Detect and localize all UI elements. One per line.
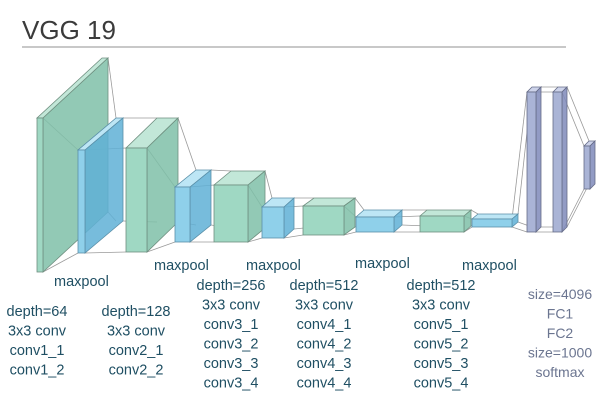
fc-label: size=4096 (528, 286, 592, 302)
connector-line (42, 252, 79, 273)
kernel-label: 3x3 conv (107, 324, 166, 340)
block-side-face (535, 86, 542, 233)
layer-name-label: conv2_1 (109, 343, 164, 359)
layer-name-label: conv4_4 (297, 376, 352, 392)
maxpool-label: maxpool (54, 274, 109, 290)
connector-lines (42, 57, 590, 273)
layer-name-label: conv3_4 (204, 376, 259, 392)
connector-line (247, 237, 263, 243)
layer-blocks (35, 57, 596, 273)
block-front-face (583, 145, 591, 190)
connector-line (566, 86, 590, 142)
layer-name-label: conv1_2 (10, 363, 65, 379)
connector-line (354, 197, 365, 211)
layer-name-label: conv4_3 (297, 356, 352, 372)
connector-line (511, 91, 528, 220)
layer-name-label: conv5_1 (414, 317, 469, 333)
kernel-label: 3x3 conv (412, 298, 471, 314)
layer-name-label: conv5_4 (414, 376, 469, 392)
block-front-face (261, 206, 285, 239)
fc-block-2 (552, 86, 568, 233)
conv-block-4 (301, 197, 357, 236)
maxpool-block-1 (76, 117, 125, 254)
maxpool-block-3 (260, 197, 296, 239)
maxpool-label: maxpool (246, 258, 301, 274)
kernel-label: 3x3 conv (295, 298, 354, 314)
connector-line (283, 234, 304, 239)
kernel-label: 3x3 conv (202, 298, 261, 314)
block-front-face (213, 184, 249, 243)
block-side-face (561, 86, 568, 233)
conv-block-5 (418, 209, 473, 233)
connector-line (264, 170, 273, 199)
block-front-face (419, 215, 465, 233)
maxpool-label: maxpool (154, 258, 209, 274)
block-side-face (589, 140, 596, 190)
connector-line (107, 57, 117, 119)
maxpool-block-5 (470, 213, 520, 228)
block-front-face (36, 117, 44, 273)
layer-name-label: conv2_2 (109, 363, 164, 379)
layer-name-label: conv1_1 (10, 343, 65, 359)
layer-name-label: conv3_2 (204, 337, 259, 353)
block-front-face (302, 205, 345, 236)
connector-line (177, 117, 197, 171)
kernel-label: 3x3 conv (8, 324, 67, 340)
conv-block-3 (212, 170, 267, 243)
block-top-face (470, 213, 520, 220)
maxpool-block-2 (173, 169, 213, 243)
depth-label: depth=128 (102, 304, 171, 320)
connector-line (343, 231, 357, 236)
maxpool-label: maxpool (462, 258, 517, 274)
connector-line (511, 226, 528, 233)
maxpool-block-4 (354, 209, 404, 233)
maxpool-label: maxpool (355, 256, 410, 272)
connector-line (146, 241, 176, 253)
depth-label: depth=512 (407, 278, 476, 294)
layer-name-label: conv5_3 (414, 356, 469, 372)
fc-label: softmax (535, 364, 584, 380)
connector-line (84, 251, 127, 254)
block-front-face (125, 147, 148, 253)
layer-name-label: conv4_1 (297, 317, 352, 333)
block-front-face (77, 149, 86, 254)
fc-label: size=1000 (528, 345, 592, 361)
connector-line (470, 209, 479, 215)
fc-block-3 (583, 140, 596, 190)
block-front-face (471, 218, 513, 228)
block-front-face (174, 186, 191, 243)
connector-line (566, 183, 590, 228)
layer-name-label: conv5_2 (414, 337, 469, 353)
depth-label: depth=64 (7, 304, 68, 320)
fc-label: FC2 (547, 325, 574, 341)
connector-line (210, 169, 232, 172)
block-front-face (526, 91, 537, 233)
conv-block-2 (125, 117, 179, 253)
layer-name-label: conv3_1 (204, 317, 259, 333)
block-top-face (418, 209, 473, 217)
block-front-face (552, 91, 563, 233)
layer-labels: maxpool maxpool maxpool maxpool maxpool depth… (7, 256, 593, 392)
layer-name-label: conv4_2 (297, 337, 352, 353)
fc-label: FC1 (547, 306, 574, 322)
layer-name-label: conv3_3 (204, 356, 259, 372)
depth-label: depth=512 (290, 278, 359, 294)
fc-block-1 (526, 86, 542, 233)
diagram-title: VGG 19 (22, 15, 116, 45)
block-front-face (355, 216, 395, 233)
depth-label: depth=256 (197, 278, 266, 294)
